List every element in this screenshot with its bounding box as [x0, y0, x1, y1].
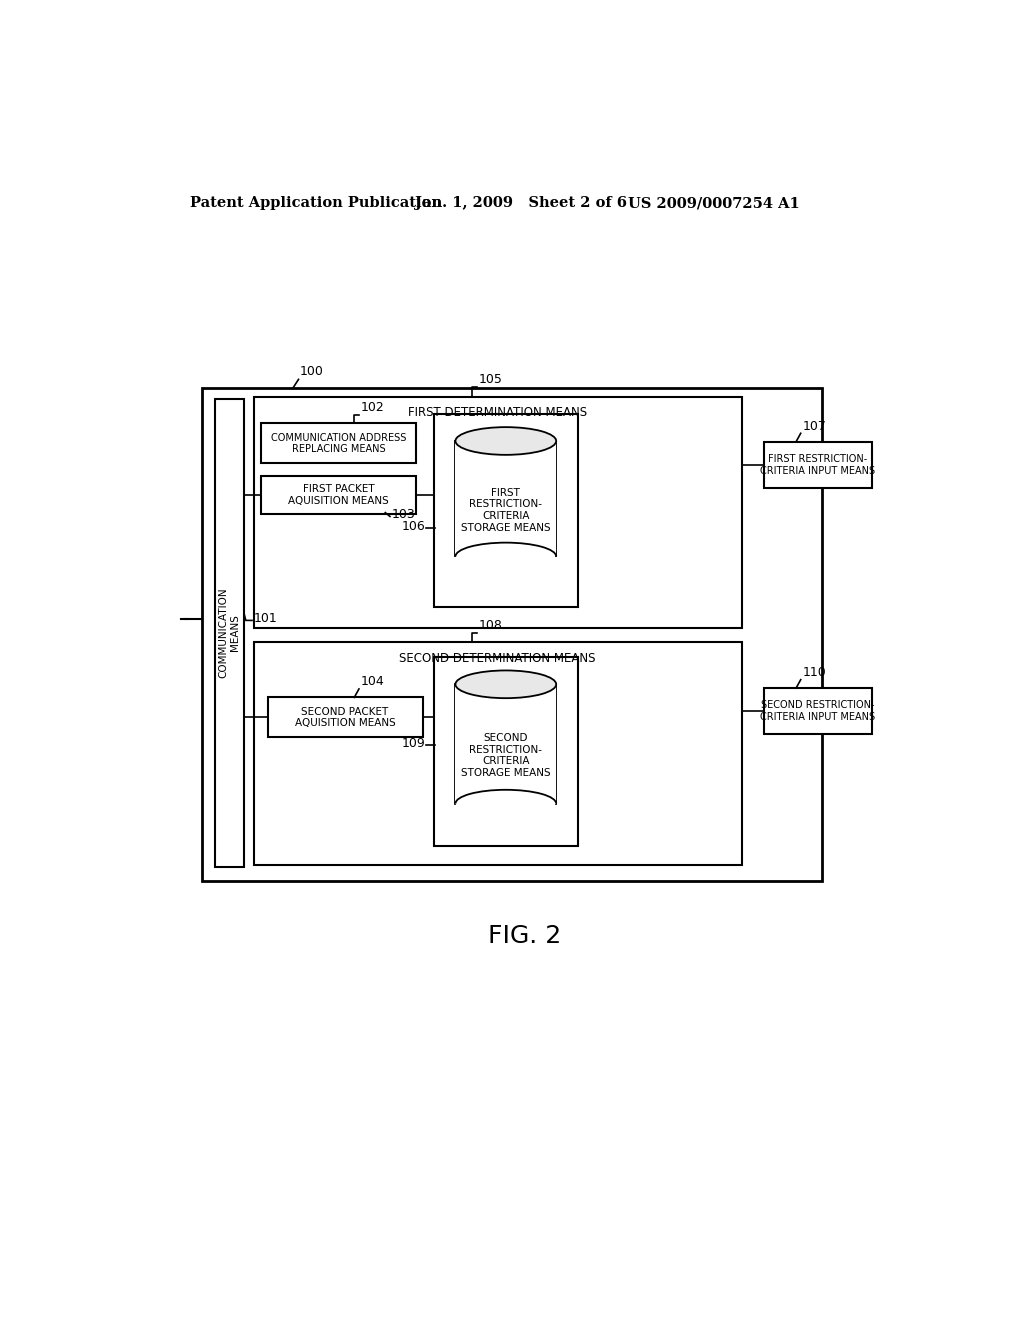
Text: 110: 110: [802, 665, 826, 678]
Text: COMMUNICATION
MEANS: COMMUNICATION MEANS: [219, 587, 241, 678]
Text: 104: 104: [360, 675, 384, 688]
Text: FIG. 2: FIG. 2: [488, 924, 561, 948]
Text: COMMUNICATION ADDRESS
REPLACING MEANS: COMMUNICATION ADDRESS REPLACING MEANS: [271, 433, 407, 454]
Bar: [261, 424, 417, 463]
Text: 102: 102: [360, 401, 384, 414]
Bar: [267, 697, 423, 738]
Text: 107: 107: [802, 420, 826, 433]
Text: 101: 101: [254, 612, 278, 626]
Bar: [202, 388, 821, 880]
Text: 109: 109: [401, 737, 426, 750]
Text: 105: 105: [478, 374, 502, 387]
Text: FIRST PACKET
AQUISITION MEANS: FIRST PACKET AQUISITION MEANS: [289, 484, 389, 506]
Bar: [254, 397, 741, 628]
Text: SECOND RESTRICTION-
CRITERIA INPUT MEANS: SECOND RESTRICTION- CRITERIA INPUT MEANS: [760, 701, 876, 722]
Text: FIRST DETERMINATION MEANS: FIRST DETERMINATION MEANS: [409, 407, 587, 418]
Bar: [261, 475, 417, 515]
Text: US 2009/0007254 A1: US 2009/0007254 A1: [628, 197, 800, 210]
Ellipse shape: [456, 428, 556, 455]
Bar: [764, 442, 872, 488]
Bar: [434, 657, 578, 846]
Bar: [456, 441, 556, 557]
Bar: [434, 414, 578, 607]
Text: FIRST
RESTRICTION-
CRITERIA
STORAGE MEANS: FIRST RESTRICTION- CRITERIA STORAGE MEAN…: [461, 488, 551, 533]
Bar: [456, 684, 556, 804]
Text: 106: 106: [401, 520, 426, 533]
Text: SECOND
RESTRICTION-
CRITERIA
STORAGE MEANS: SECOND RESTRICTION- CRITERIA STORAGE MEA…: [461, 733, 551, 777]
Text: 103: 103: [391, 508, 416, 520]
Ellipse shape: [456, 671, 556, 698]
Text: SECOND PACKET
AQUISITION MEANS: SECOND PACKET AQUISITION MEANS: [295, 706, 395, 729]
Text: SECOND DETERMINATION MEANS: SECOND DETERMINATION MEANS: [399, 652, 596, 665]
Text: Patent Application Publication: Patent Application Publication: [190, 197, 442, 210]
Bar: [764, 688, 872, 734]
Text: Jan. 1, 2009   Sheet 2 of 6: Jan. 1, 2009 Sheet 2 of 6: [415, 197, 627, 210]
Bar: [215, 399, 245, 867]
Text: 108: 108: [478, 619, 502, 632]
Text: 100: 100: [300, 364, 324, 378]
Bar: [254, 642, 741, 866]
Text: FIRST RESTRICTION-
CRITERIA INPUT MEANS: FIRST RESTRICTION- CRITERIA INPUT MEANS: [760, 454, 876, 475]
